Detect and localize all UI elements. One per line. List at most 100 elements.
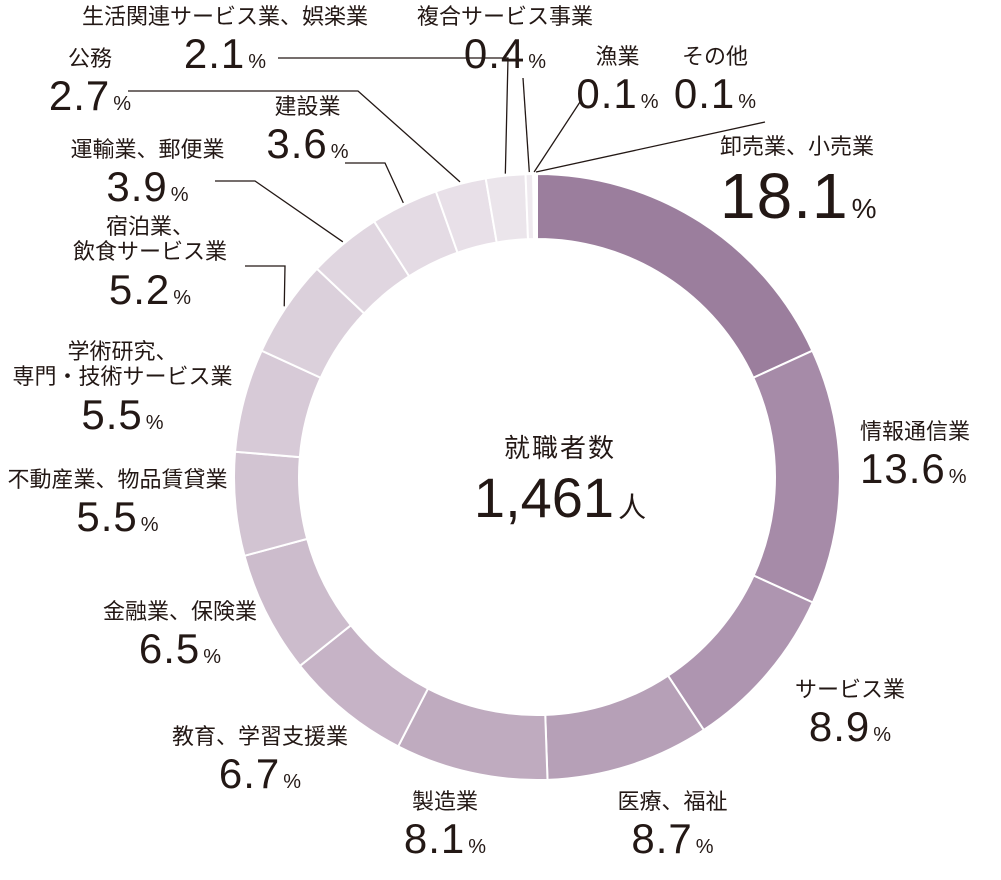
category-name: 複合サービス事業 (416, 5, 593, 30)
data-label: 0.1% (575, 70, 660, 118)
leader-line (215, 180, 344, 243)
category-name: 卸売業、小売業 (720, 135, 875, 160)
value-unit: % (248, 51, 267, 74)
value-number: 0.1 (673, 70, 736, 118)
value-unit: % (948, 466, 967, 489)
category-name: 飲食サービス業 (72, 240, 227, 266)
center-value: 1,461 (473, 466, 615, 529)
leader-line (535, 121, 766, 173)
category-name: 教育、学習支援業 (171, 725, 348, 750)
category-name: 金融業、保険業 (102, 600, 257, 625)
category-name: 不動産業、物品賃貸業 (7, 468, 228, 493)
slice-label: サービス業 8.9% (785, 678, 915, 752)
value-unit: % (851, 193, 877, 225)
leader-line (278, 57, 509, 174)
slice-label: その他 0.1% (670, 45, 760, 119)
value-number: 3.6 (266, 120, 328, 168)
slice-label: 製造業 8.1% (380, 790, 510, 864)
center-unit: 人 (618, 491, 647, 524)
leader-line (345, 162, 404, 204)
slice-label: 運輸業、郵便業 3.9% (60, 138, 235, 212)
slice-label: 医療、福祉 8.7% (600, 790, 745, 864)
slice-label: 学術研究、 専門・技術サービス業 5.5% (0, 340, 245, 439)
data-label: 3.9% (60, 163, 235, 211)
value-unit: % (145, 411, 164, 434)
data-label: 5.5% (0, 493, 235, 541)
data-label: 3.6% (245, 120, 370, 168)
data-label: 2.7% (40, 72, 140, 120)
center-title: 就職者数 (503, 434, 616, 464)
category-name: 専門・技術サービス業 (12, 365, 233, 391)
value-number: 6.7 (218, 750, 281, 798)
slice-label: 卸売業、小売業 18.1% (720, 135, 890, 234)
value-number: 0.1 (576, 70, 638, 118)
data-label: 5.5% (0, 391, 245, 439)
pie-slice (751, 349, 841, 604)
slice-label: 教育、学習支援業 6.7% (160, 725, 360, 799)
data-label: 8.9% (785, 703, 915, 751)
value-unit: % (695, 836, 714, 859)
data-label: 8.7% (600, 815, 745, 863)
value-number: 18.1 (720, 160, 849, 233)
slice-label: 不動産業、物品賃貸業 5.5% (0, 468, 235, 542)
value-unit: % (283, 771, 302, 794)
category-name: 運輸業、郵便業 (70, 138, 225, 163)
value-unit: % (528, 51, 547, 74)
data-label: 6.5% (90, 625, 270, 673)
data-label: 6.7% (160, 750, 360, 798)
category-name: サービス業 (794, 678, 905, 703)
value-unit: % (140, 514, 159, 537)
value-number: 2.7 (48, 72, 111, 120)
pie-slice (534, 172, 538, 241)
value-unit: % (203, 646, 222, 669)
data-label: 5.2% (60, 266, 240, 314)
value-number: 13.6 (860, 445, 946, 493)
data-label: 8.1% (380, 815, 510, 863)
value-number: 8.9 (808, 703, 871, 751)
value-number: 0.4 (463, 30, 526, 78)
pie-slice (233, 450, 309, 558)
value-unit: % (468, 836, 487, 859)
value-unit: % (640, 91, 659, 114)
data-label: 0.1% (670, 70, 760, 118)
slice-label: 金融業、保険業 6.5% (90, 600, 270, 674)
category-name: その他 (681, 45, 748, 70)
slice-label: 宿泊業、 飲食サービス業 5.2% (60, 215, 240, 314)
data-label: 0.4% (405, 30, 605, 78)
center-total: 就職者数 1,461 人 (390, 428, 730, 530)
leader-line (533, 101, 581, 173)
value-unit: % (113, 93, 132, 116)
value-unit: % (873, 724, 892, 747)
value-number: 2.1 (183, 30, 246, 78)
leader-line (128, 90, 461, 183)
category-name: 公務 (67, 47, 112, 72)
leader-line (522, 77, 530, 173)
slice-label: 生活関連サービス業、娯楽業 2.1% (70, 5, 380, 79)
slice-label: 公務 2.7% (40, 47, 140, 121)
value-unit: % (173, 286, 192, 309)
value-number: 5.5 (76, 493, 138, 541)
data-label: 13.6% (860, 445, 995, 493)
category-name: 製造業 (411, 790, 478, 815)
slice-label: 建設業 3.6% (245, 95, 370, 169)
category-name: 建設業 (274, 95, 341, 120)
category-name: 学術研究、 (67, 340, 178, 365)
data-label: 2.1% (70, 30, 380, 78)
category-name: 生活関連サービス業、娯楽業 (81, 5, 368, 30)
value-number: 8.7 (631, 815, 693, 863)
leader-line (245, 265, 286, 307)
value-number: 5.2 (108, 265, 171, 313)
value-unit: % (170, 184, 189, 207)
category-name: 情報通信業 (860, 420, 971, 445)
value-number: 5.5 (81, 390, 143, 438)
slice-label: 漁業 0.1% (575, 45, 660, 119)
value-number: 3.9 (106, 163, 168, 211)
category-name: 医療、福祉 (617, 790, 728, 815)
category-name: 宿泊業、 (105, 215, 194, 240)
value-unit: % (330, 141, 349, 164)
value-number: 6.5 (138, 625, 201, 673)
slice-label: 複合サービス事業 0.4% (405, 5, 605, 79)
value-number: 8.1 (403, 815, 466, 863)
value-unit: % (738, 91, 757, 114)
